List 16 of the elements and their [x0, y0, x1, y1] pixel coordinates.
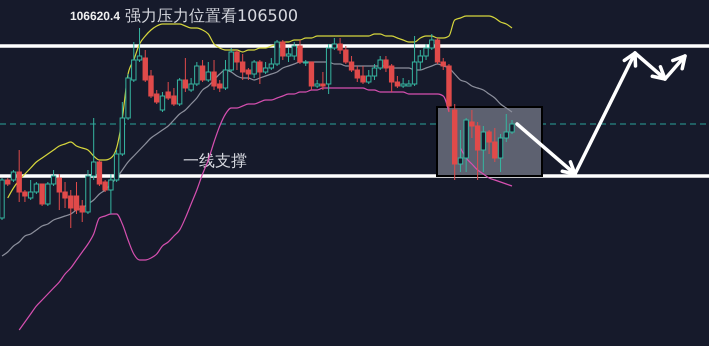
text: 106620.4	[70, 9, 120, 23]
candlestick	[160, 92, 166, 112]
candlestick	[280, 40, 286, 60]
candlestick	[176, 78, 182, 106]
candlestick	[297, 40, 303, 64]
candlestick	[200, 60, 206, 82]
candlestick	[39, 184, 45, 206]
candlestick	[320, 72, 326, 90]
candlestick	[10, 170, 16, 182]
candlestick	[182, 58, 188, 92]
candlestick	[308, 62, 314, 90]
candlestick	[480, 126, 486, 172]
candlestick	[257, 60, 263, 84]
candlestick	[251, 60, 257, 78]
candlestick	[206, 62, 211, 82]
ref-line-label: 强力压力位置看106500	[125, 6, 298, 25]
